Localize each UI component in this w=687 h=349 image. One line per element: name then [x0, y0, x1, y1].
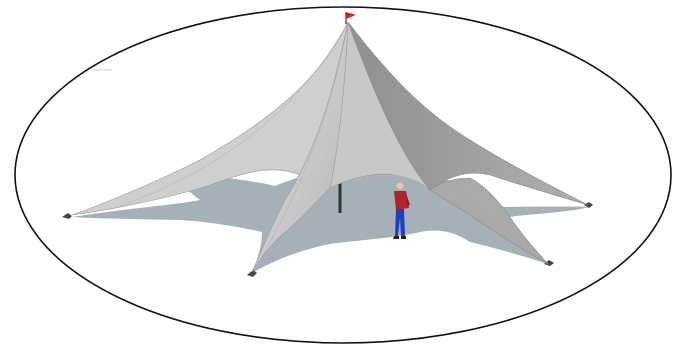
canopy-right-front-arm — [429, 177, 549, 265]
ground-anchors — [62, 202, 593, 277]
person-figure — [393, 182, 410, 239]
flag — [345, 12, 356, 24]
canopy-seams — [119, 21, 581, 261]
faint-marks — [92, 69, 178, 193]
canopy-right — [347, 21, 589, 206]
